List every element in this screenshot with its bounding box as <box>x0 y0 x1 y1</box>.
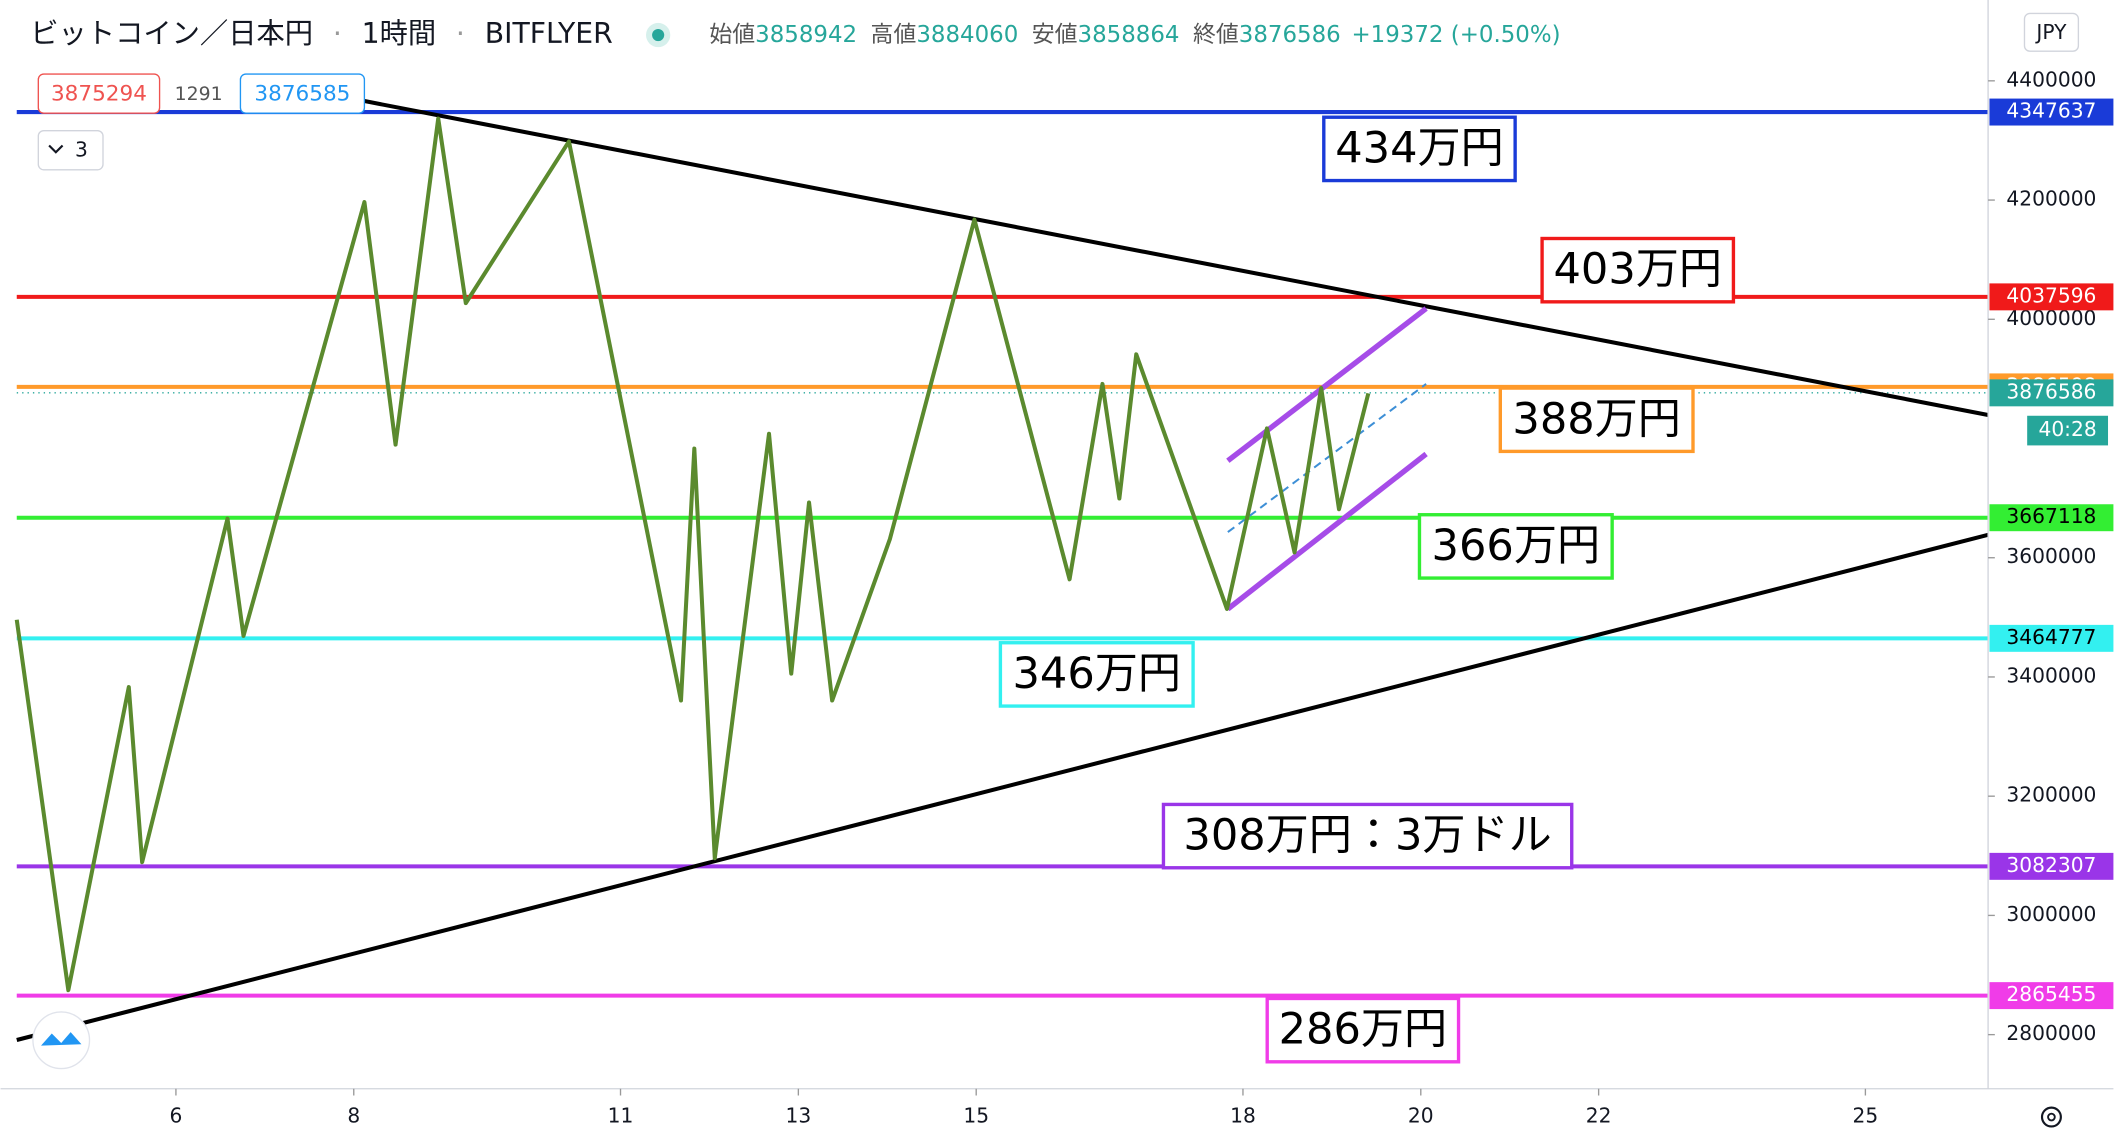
level-axis-label: 3082307 <box>2006 853 2096 877</box>
trendline <box>16 532 1989 1042</box>
level-axis-badge <box>1989 852 2114 880</box>
bid: 3875294 <box>51 81 147 106</box>
settings-hub <box>2047 1112 2056 1122</box>
countdown: 40:28 <box>2038 417 2096 441</box>
ohlc-label: 高値 <box>871 22 917 48</box>
annotation: 388万円 <box>1512 394 1681 444</box>
header: ビットコイン／日本円 · 1時間 · BITFLYER <box>30 17 613 50</box>
trendline <box>364 99 1989 417</box>
annotation-box <box>998 641 1195 708</box>
annotation: 434万円 <box>1335 123 1504 173</box>
y-tick-label: 3000000 <box>2006 902 2096 926</box>
zigzag-line <box>14 116 1371 993</box>
channel-midline <box>1227 383 1427 533</box>
annotation-box <box>1161 802 1574 870</box>
y-tick-label: 4200000 <box>2006 187 2096 211</box>
ohlc-value: 3876586 <box>1239 22 1341 48</box>
y-tick-label: 3400000 <box>2006 663 2096 687</box>
status-dot <box>652 28 665 42</box>
level-axis-label: 3464777 <box>2006 625 2096 649</box>
settings-gear <box>2040 1106 2062 1128</box>
level-axis-badge <box>1989 504 2114 532</box>
level-axis-badge <box>1989 624 2114 652</box>
interval: 1時間 <box>362 17 437 50</box>
annotation: 286万円 <box>1279 1005 1448 1055</box>
x-tick-label: 6 <box>169 1104 182 1128</box>
countdown-badge <box>2027 415 2109 446</box>
trendline <box>1226 306 1428 463</box>
annotation-box <box>1417 513 1614 580</box>
trendline <box>1226 451 1428 612</box>
exchange: BITFLYER <box>485 17 613 50</box>
annotation: 346万円 <box>1012 649 1181 699</box>
level-axis-label: 4037596 <box>2006 283 2096 307</box>
y-tick-label: 4400000 <box>2006 67 2096 91</box>
plot-area <box>14 99 1989 1042</box>
annotation-box <box>1265 996 1461 1064</box>
settings-icon[interactable] <box>2040 1106 2062 1128</box>
last-price-badge <box>1989 379 2114 407</box>
annotation-box <box>1322 115 1517 183</box>
ohlc: 始値3858942 高値3884060 安値3858864 終値3876586 +193… <box>709 22 1560 48</box>
logo-icon <box>41 1032 82 1046</box>
currency-button[interactable] <box>2023 12 2080 52</box>
level-axis-label: 2865455 <box>2006 982 2096 1006</box>
separator: · <box>456 17 465 50</box>
x-tick-label: 13 <box>785 1104 811 1128</box>
x-tick-label: 11 <box>608 1104 634 1128</box>
ohlc-label: 終値 <box>1193 22 1239 48</box>
y-tick-label: 2800000 <box>2006 1021 2096 1045</box>
indicator-toggle[interactable] <box>37 130 104 171</box>
x-tick-label: 25 <box>1853 1104 1879 1128</box>
buy-badge[interactable] <box>239 73 366 114</box>
x-tick-label: 15 <box>963 1104 989 1128</box>
annotation: 403万円 <box>1554 245 1723 295</box>
ohlc-label: 始値 <box>709 22 755 48</box>
annotation: 308万円：3万ドル <box>1183 811 1551 861</box>
symbol: ビットコイン／日本円 <box>30 17 313 50</box>
last-price-label: 3876586 <box>2006 379 2096 403</box>
x-tick-label: 22 <box>1586 1104 1612 1128</box>
y-tick-label: 3600000 <box>2006 544 2096 568</box>
level-axis-badge <box>1989 982 2114 1010</box>
ohlc-value: 3858942 <box>755 22 857 48</box>
annotation-box <box>1540 236 1736 304</box>
indicator-count: 3 <box>75 137 88 161</box>
ask: 3876585 <box>254 81 350 106</box>
logo-button[interactable] <box>32 1011 91 1070</box>
annotation: 366万円 <box>1432 521 1601 571</box>
ohlc-value: 3884060 <box>916 22 1018 48</box>
separator: · <box>333 17 342 50</box>
currency: JPY <box>2034 20 2067 44</box>
level-axis-badge <box>1989 283 2114 311</box>
sell-badge[interactable] <box>37 73 161 114</box>
change: +19372 (+0.50%) <box>1351 22 1560 48</box>
x-tick-label: 20 <box>1408 1104 1434 1128</box>
x-tick-label: 8 <box>347 1104 360 1128</box>
y-tick-label: 3200000 <box>2006 783 2096 807</box>
level-axis-label: 3667118 <box>2006 504 2096 528</box>
spread: 1291 <box>175 83 223 105</box>
ohlc-label: 安値 <box>1032 22 1078 48</box>
chevron-icon <box>48 144 64 154</box>
annotation-box <box>1498 386 1695 454</box>
ohlc-value: 3858864 <box>1078 22 1180 48</box>
level-axis-badge <box>1989 98 2114 126</box>
level-axis-label: 4347637 <box>2006 99 2096 123</box>
x-tick-label: 18 <box>1230 1104 1256 1128</box>
